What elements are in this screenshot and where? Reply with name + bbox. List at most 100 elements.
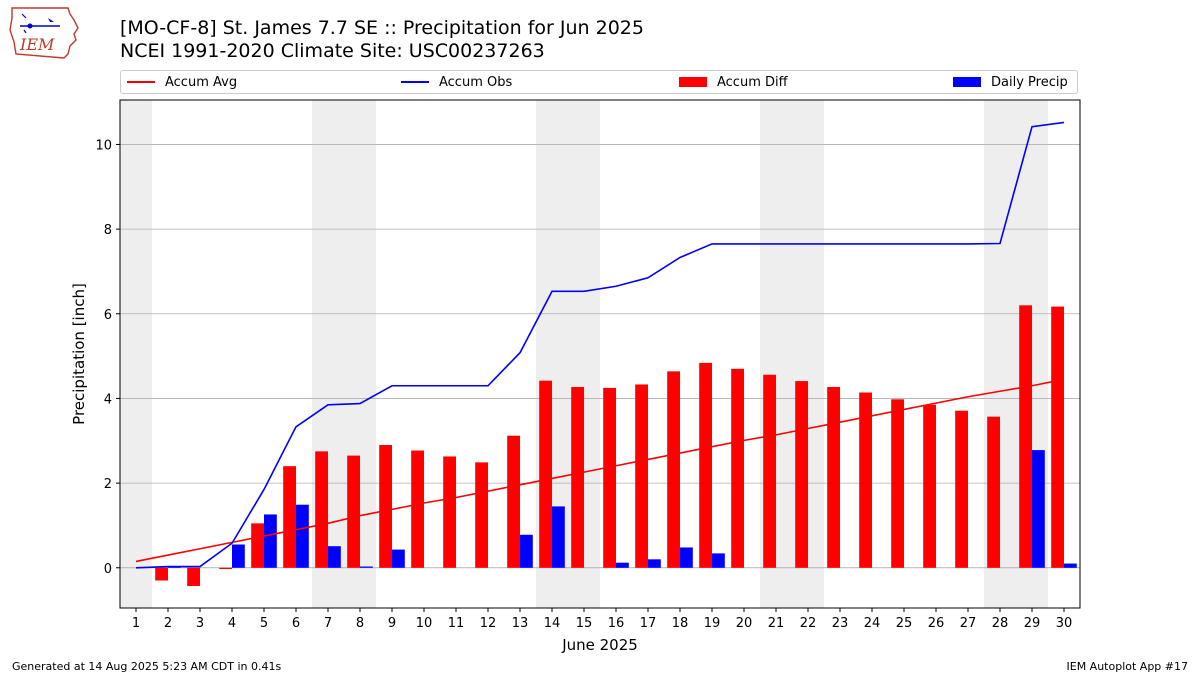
daily-precip-bar-19 [712,553,725,568]
x-tick-label: 22 [800,616,817,631]
footer-app: IEM Autoplot App #17 [1066,660,1189,673]
daily-precip-bar-5 [264,514,277,568]
x-tick-label: 14 [544,616,561,631]
x-axis-label: June 2025 [561,636,638,654]
accum-diff-bar-26 [923,404,936,568]
daily-precip-bar-29 [1032,450,1045,568]
daily-precip-bar-16 [616,562,629,568]
daily-precip-bar-7 [328,546,341,568]
legend-label: Accum Avg [165,74,238,90]
accum-diff-bar-3 [187,567,200,586]
x-tick-label: 19 [704,616,721,631]
legend-swatch [127,81,155,83]
daily-precip-bar-18 [680,547,693,568]
accum-diff-bar-13 [507,435,520,568]
daily-precip-bar-14 [552,506,565,568]
accum-diff-bar-8 [347,455,360,568]
x-tick-label: 18 [672,616,689,631]
accum-diff-bar-21 [763,374,776,568]
x-tick-label: 30 [1056,616,1073,631]
logo-text: IEM [19,35,55,54]
x-tick-label: 17 [640,616,657,631]
chart-title: [MO-CF-8] St. James 7.7 SE :: Precipitat… [120,17,644,39]
iem-logo: IEM [8,6,82,60]
y-tick-label: 6 [104,308,112,323]
x-tick-label: 10 [416,616,433,631]
chart-subtitle: NCEI 1991-2020 Climate Site: USC00237263 [120,40,545,62]
axis-ticks: 1 2 3 4 5 6 7 8 9 10 11 12 13 14 15 16 17 18 19 20 21 22 23 24 2… [95,138,1072,631]
accum-avg-line [135,378,1065,563]
accum-diff-bar-22 [795,381,808,568]
y-tick-label: 8 [104,223,112,238]
accum-diff-bar-20 [731,368,744,568]
line-marks [135,121,1065,569]
plot-frame [119,99,1081,609]
x-tick-label: 11 [448,616,465,631]
y-tick-label: 0 [104,562,112,577]
y-gridlines [120,144,1080,569]
accum-diff-bar-5 [251,523,264,568]
daily-precip-bar-6 [296,504,309,568]
x-tick-label: 3 [196,616,204,631]
x-tick-label: 26 [928,616,945,631]
accum-diff-bar-12 [475,462,488,568]
legend-item-daily-precip: Daily Precip [953,71,1068,93]
accum-diff-bar-10 [411,450,424,568]
legend-swatch [953,77,981,87]
legend-item-accum-obs: Accum Obs [401,71,512,93]
daily-precip-bar-8 [360,566,373,568]
x-tick-label: 29 [1024,616,1041,631]
accum-diff-bar-23 [827,387,840,568]
accum-diff-bar-25 [891,399,904,568]
accum-diff-bar-16 [603,387,616,568]
x-tick-label: 15 [576,616,593,631]
legend-label: Accum Obs [439,74,513,90]
legend-swatch [401,81,429,83]
x-tick-label: 24 [864,616,881,631]
x-tick-label: 27 [960,616,977,631]
legend-swatch [679,77,707,87]
legend-item-accum-avg: Accum Avg [127,71,237,93]
x-tick-label: 23 [832,616,849,631]
legend-label: Accum Diff [717,74,788,90]
accum-diff-bar-29 [1019,305,1032,568]
accum-diff-bar-6 [283,466,296,568]
x-tick-label: 21 [768,616,785,631]
legend: Accum Avg Accum Obs Accum Diff Daily Pre… [120,70,1078,94]
daily-precip-bar-17 [648,559,661,568]
x-tick-label: 16 [608,616,625,631]
accum-diff-bar-28 [987,416,1000,568]
x-tick-label: 6 [292,616,300,631]
footer-generated: Generated at 14 Aug 2025 5:23 AM CDT in … [12,660,282,673]
iowa-map-icon: IEM [9,7,79,59]
bar-marks [155,305,1077,586]
accum-diff-bar-9 [379,445,392,568]
x-tick-label: 25 [896,616,913,631]
x-tick-label: 1 [132,616,140,631]
x-tick-label: 12 [480,616,497,631]
accum-diff-bar-4 [219,567,232,570]
weekend-shade-1 [120,100,152,608]
y-tick-label: 10 [95,138,112,153]
x-tick-label: 20 [736,616,753,631]
accum-diff-bar-17 [635,384,648,568]
accum-obs-line [135,121,1065,569]
daily-precip-bar-4 [232,544,245,568]
accum-diff-bar-15 [571,387,584,568]
y-tick-label: 4 [104,392,112,407]
accum-diff-bar-11 [443,456,456,568]
x-tick-label: 9 [388,616,396,631]
y-axis-label: Precipitation [inch] [70,283,88,425]
accum-diff-bar-18 [667,371,680,568]
accum-diff-bar-24 [859,392,872,568]
x-tick-label: 5 [260,616,268,631]
x-tick-label: 7 [324,616,332,631]
accum-diff-bar-14 [539,380,552,568]
x-tick-label: 2 [164,616,172,631]
y-tick-label: 2 [104,477,112,492]
x-tick-label: 4 [228,616,236,631]
accum-diff-bar-27 [955,410,968,568]
x-tick-label: 13 [512,616,529,631]
legend-label: Daily Precip [991,74,1068,90]
